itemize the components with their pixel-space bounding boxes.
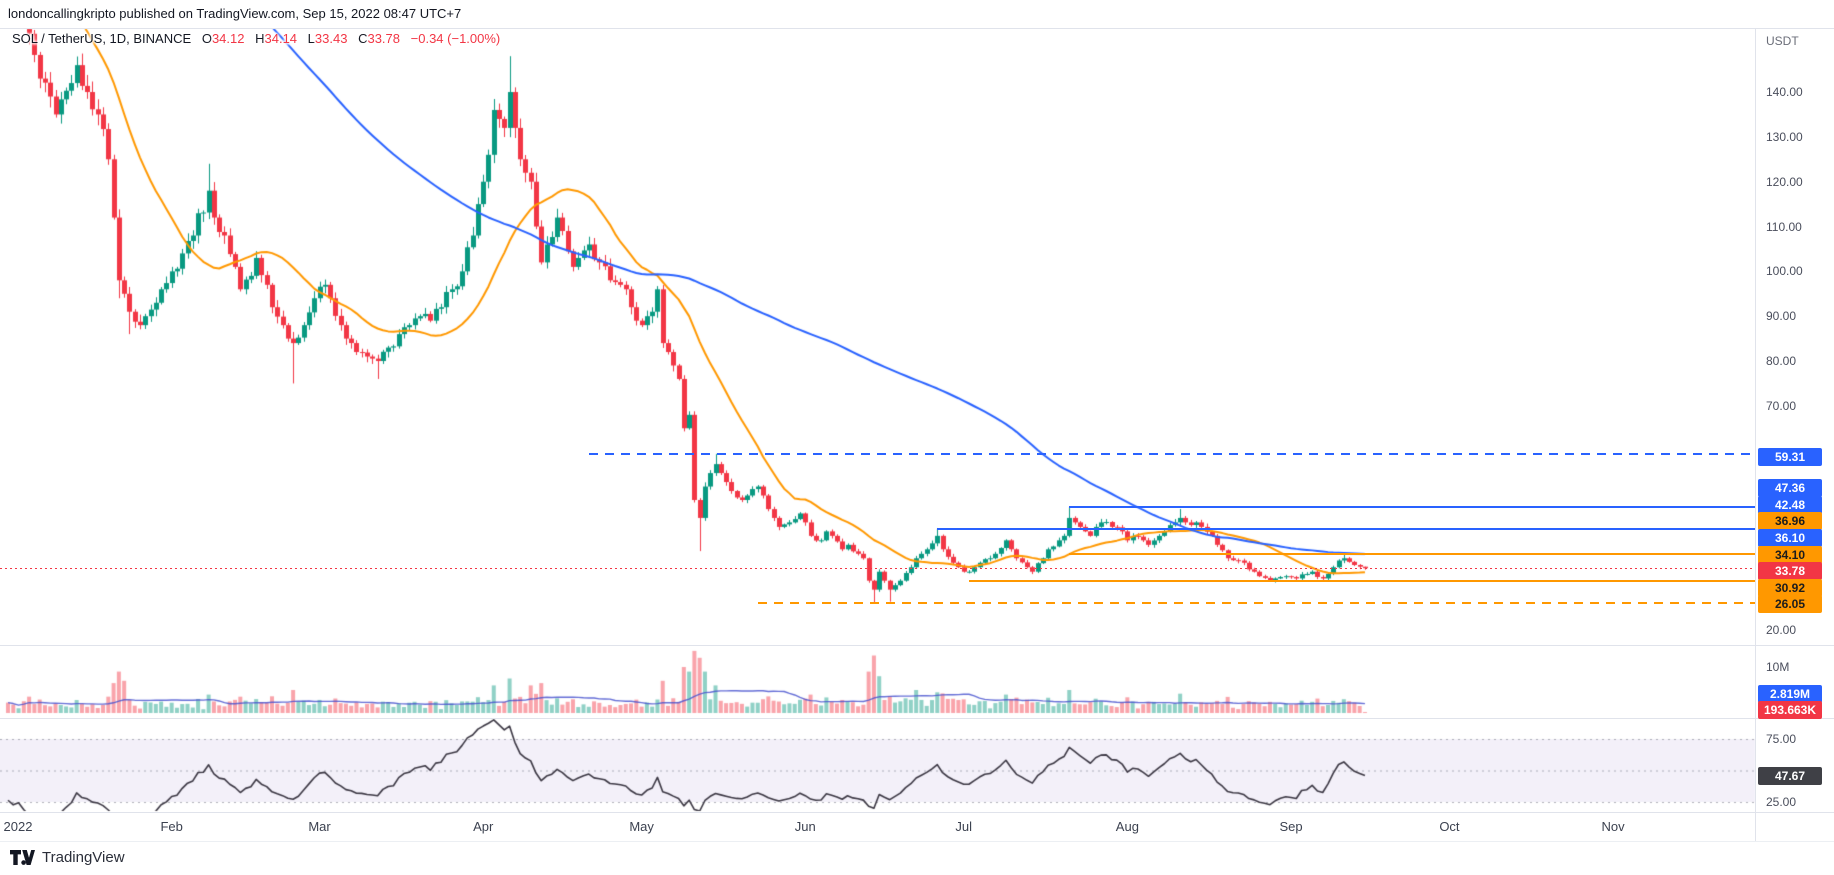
change-value: −0.34 (−1.00%): [410, 31, 501, 46]
price-label-47.36: 47.36: [1758, 479, 1822, 497]
price-line-42.48[interactable]: [937, 528, 1755, 531]
pane-separator-volume[interactable]: [0, 645, 1834, 646]
time-axis-label-May: May: [629, 819, 654, 834]
ohlc-low-label: L: [307, 31, 315, 46]
price-tick: 140.00: [1766, 85, 1803, 99]
pane-separator-rsi[interactable]: [0, 718, 1834, 719]
volume-tick: 10M: [1766, 660, 1790, 674]
price-label-36.10: 36.10: [1758, 529, 1822, 547]
publish-header: londoncallingkripto published on Trading…: [0, 0, 1834, 28]
time-axis-label-Sep: Sep: [1279, 819, 1303, 834]
brand-name: TradingView: [42, 849, 125, 866]
time-axis-label-Feb: Feb: [160, 819, 183, 834]
price-axis-unit: USDT: [1766, 34, 1799, 48]
price-tick: 110.00: [1766, 220, 1802, 234]
volume-ma-label: 2.819M: [1758, 685, 1822, 703]
rsi-value-label: 47.67: [1758, 767, 1822, 785]
rsi-lower-tick: 25.00: [1766, 795, 1797, 809]
ohlc-low-value: 33.43: [314, 31, 348, 46]
time-axis-label-Aug: Aug: [1115, 819, 1139, 834]
price-line-30.92[interactable]: [968, 580, 1755, 582]
ohlc-close-label: C: [358, 31, 368, 46]
price-line-33.78[interactable]: [0, 567, 1755, 569]
ohlc-open-label: O: [201, 31, 212, 46]
price-label-59.31: 59.31: [1758, 448, 1822, 466]
ohlc-close-value: 33.78: [367, 31, 401, 46]
symbol-info-bar[interactable]: SOL / TetherUS, 1D, BINANCE O34.12 H34.1…: [12, 31, 500, 46]
time-axis-separator: [0, 812, 1834, 813]
rsi-upper-tick: 75.00: [1766, 732, 1797, 746]
header-separator: [0, 28, 1834, 29]
price-line-36.96[interactable]: [1069, 553, 1755, 555]
price-label-42.48: 42.48: [1758, 496, 1822, 514]
price-line-47.36[interactable]: [1069, 506, 1755, 509]
price-label-26.05: 26.05: [1758, 595, 1822, 613]
price-label-34.10: 34.10: [1758, 546, 1822, 564]
ohlc-open-value: 34.12: [211, 31, 245, 46]
time-axis-label-2022: 2022: [3, 819, 33, 834]
price-line-59.31[interactable]: [588, 452, 1755, 455]
footer-brand[interactable]: TradingView: [10, 849, 125, 866]
price-tick: 20.00: [1766, 623, 1797, 637]
published-line: londoncallingkripto published on Trading…: [8, 6, 462, 21]
symbol-title[interactable]: SOL / TetherUS, 1D, BINANCE: [12, 31, 192, 46]
time-axis-label-Mar: Mar: [308, 819, 331, 834]
price-label-33.78: 33.78: [1758, 562, 1822, 580]
ohlc-high-value: 34.14: [264, 31, 298, 46]
price-tick: 100.00: [1766, 264, 1803, 278]
ohlc-high-label: H: [255, 31, 265, 46]
time-axis-label-Jun: Jun: [794, 819, 816, 834]
price-label-36.96: 36.96: [1758, 512, 1822, 530]
time-axis-label-Nov: Nov: [1601, 819, 1625, 834]
price-tick: 120.00: [1766, 175, 1803, 189]
time-axis-label-Apr: Apr: [473, 819, 494, 834]
price-axis-border: [1755, 28, 1756, 841]
footer-separator: [0, 841, 1834, 842]
time-axis-label-Oct: Oct: [1439, 819, 1460, 834]
price-tick: 80.00: [1766, 354, 1797, 368]
price-tick: 70.00: [1766, 399, 1797, 413]
volume-value-label: 193.663K: [1758, 701, 1822, 719]
price-tick: 90.00: [1766, 309, 1797, 323]
time-axis-label-Jul: Jul: [955, 819, 972, 834]
tradingview-logo-icon: [10, 850, 35, 865]
price-tick: 130.00: [1766, 130, 1803, 144]
price-line-26.05[interactable]: [757, 601, 1755, 604]
price-label-30.92: 30.92: [1758, 579, 1822, 597]
